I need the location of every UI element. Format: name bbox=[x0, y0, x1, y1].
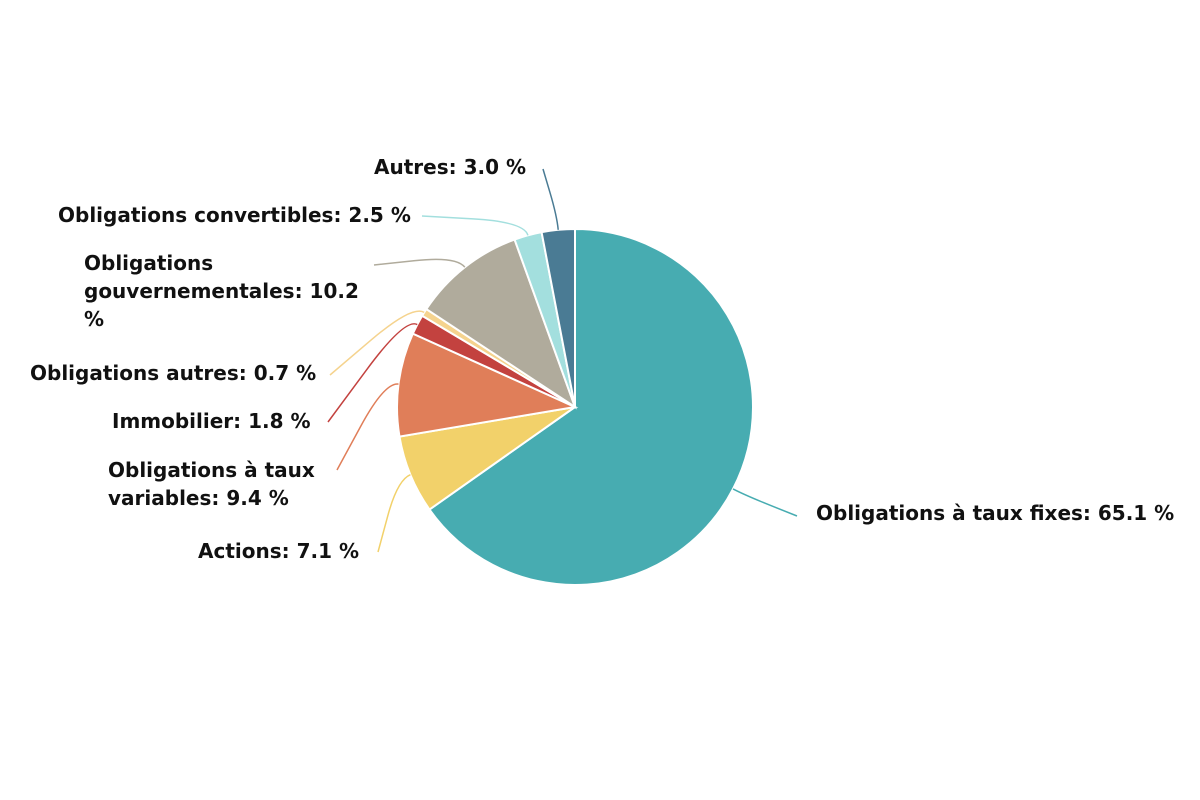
label-line: Autres: 3.0 % bbox=[374, 155, 526, 179]
data-label: Obligations gouvernementales: 10.2% bbox=[84, 251, 359, 331]
connector bbox=[336, 383, 399, 471]
connector bbox=[373, 258, 466, 268]
data-label: Obligations autres: 0.7 % bbox=[30, 361, 316, 385]
connector bbox=[542, 168, 559, 230]
connector bbox=[377, 474, 411, 553]
connector bbox=[421, 215, 529, 236]
data-label: Obligations convertibles: 2.5 % bbox=[58, 203, 411, 227]
data-label: Obligations à taux variables: 9.4 % bbox=[108, 458, 315, 510]
data-label: Autres: 3.0 % bbox=[374, 155, 526, 179]
data-label: Obligations à taux fixes: 65.1 % bbox=[816, 501, 1174, 525]
connector bbox=[732, 488, 798, 517]
label-line: Obligations convertibles: 2.5 % bbox=[58, 203, 411, 227]
pie-slice bbox=[424, 238, 577, 410]
label-line: % bbox=[84, 307, 104, 331]
pie-slice bbox=[428, 227, 754, 586]
data-label: Actions: 7.1 % bbox=[198, 539, 359, 563]
connector bbox=[327, 323, 418, 423]
label-line: Obligations à taux fixes: 65.1 % bbox=[816, 501, 1174, 525]
connector bbox=[329, 310, 425, 376]
label-line: variables: 9.4 % bbox=[108, 486, 289, 510]
data-label: Immobilier: 1.8 % bbox=[112, 409, 311, 433]
label-line: Obligations autres: 0.7 % bbox=[30, 361, 316, 385]
label-line: Actions: 7.1 % bbox=[198, 539, 359, 563]
label-line: Obligations à taux bbox=[108, 458, 315, 482]
label-line: Immobilier: 1.8 % bbox=[112, 409, 311, 433]
label-line: gouvernementales: 10.2 bbox=[84, 279, 359, 303]
pie-slice bbox=[396, 332, 579, 438]
label-line: Obligations bbox=[84, 251, 213, 275]
